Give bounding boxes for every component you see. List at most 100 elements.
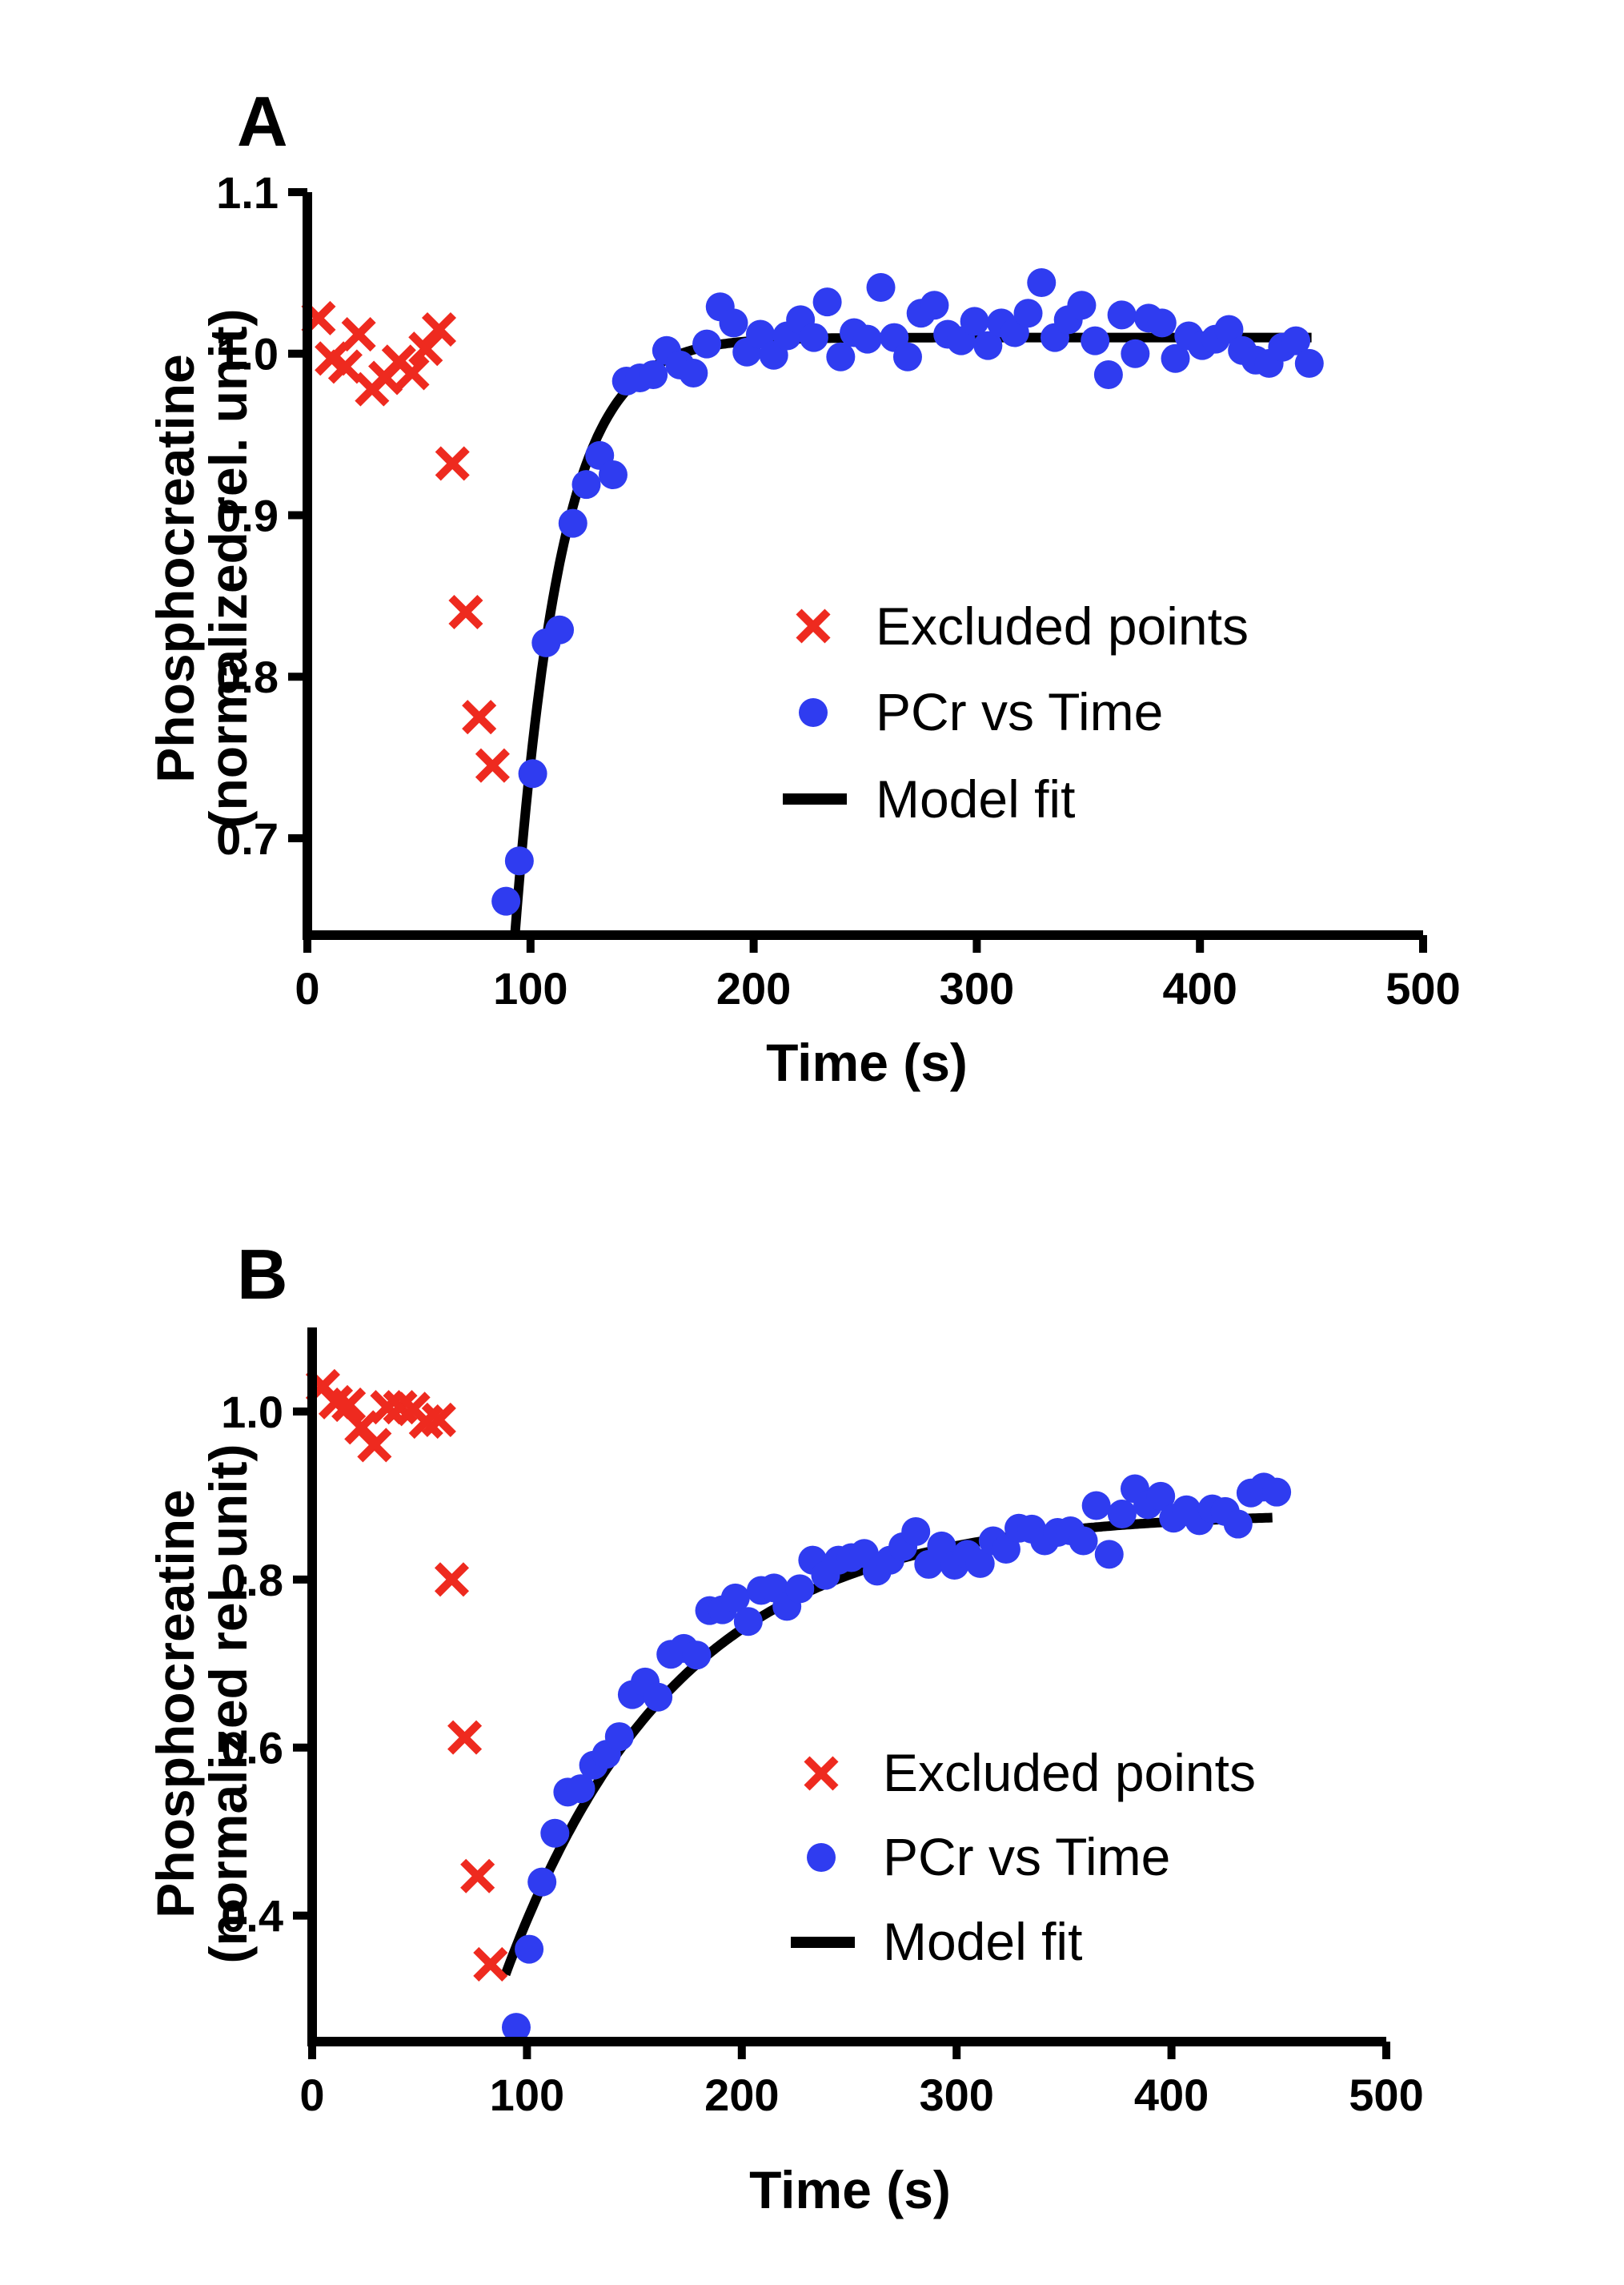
pcr-point bbox=[501, 2013, 531, 2042]
pcr-point bbox=[1094, 1540, 1124, 1569]
excluded-point bbox=[462, 700, 497, 735]
x-tick-label: 400 bbox=[1162, 963, 1237, 1014]
pcr-point bbox=[892, 342, 922, 371]
excluded-point bbox=[447, 1720, 483, 1755]
pcr-point bbox=[1147, 308, 1177, 338]
pcr-point bbox=[566, 1774, 595, 1804]
pcr-point bbox=[965, 1548, 995, 1578]
y-axis-title-line1-b: Phosphocreatine bbox=[146, 1489, 205, 1918]
pcr-point bbox=[545, 615, 575, 645]
x-tick-label: 200 bbox=[716, 963, 791, 1014]
pcr-point bbox=[540, 1818, 570, 1848]
pcr-point bbox=[1262, 1477, 1292, 1507]
legend-label-fit-b: Model fit bbox=[883, 1912, 1082, 1971]
legend-symbols-a bbox=[783, 608, 847, 805]
legend-label-excluded-b: Excluded points bbox=[883, 1743, 1256, 1802]
pcr-point bbox=[720, 1583, 750, 1612]
y-tick-label: 0.9 bbox=[216, 490, 279, 540]
legend-cross-icon bbox=[796, 608, 831, 644]
x-axis-title-b: Time (s) bbox=[749, 2160, 951, 2219]
panel-a: A Phosphocreatine (normalized rel. unit)… bbox=[146, 82, 1461, 1092]
excluded-point bbox=[331, 1387, 367, 1423]
pcr-point bbox=[719, 308, 748, 338]
pcr-point bbox=[1013, 299, 1043, 328]
panel-b: B Phosphocreatine (normalized rel. unit)… bbox=[146, 1235, 1424, 2219]
pcr-point bbox=[1081, 1491, 1111, 1520]
excluded-point bbox=[421, 311, 457, 347]
excluded-point bbox=[473, 1946, 508, 1982]
pcr-point bbox=[799, 323, 828, 352]
y-axis-title-line1-a: Phosphocreatine bbox=[146, 354, 205, 782]
y-axis-title-a: Phosphocreatine (normalized rel. unit) bbox=[146, 308, 258, 828]
pcr-point bbox=[1281, 326, 1311, 355]
pcr-point bbox=[644, 1682, 673, 1712]
pcr-point bbox=[973, 331, 1003, 360]
pcr-point bbox=[491, 886, 521, 916]
pcr-point bbox=[1067, 291, 1097, 320]
points-layer-b bbox=[305, 1368, 1292, 2042]
axes-b bbox=[293, 1327, 1390, 2059]
excluded-point bbox=[408, 331, 443, 367]
pcr-point bbox=[733, 1607, 763, 1636]
points-layer-a bbox=[301, 267, 1324, 916]
pcr-point bbox=[920, 291, 949, 320]
axis-ticks-a: 0 100 200 300 400 500 0.7 0.8 0.9 1.0 1.1 bbox=[216, 167, 1461, 1014]
x-tick-label: 0 bbox=[299, 2070, 324, 2120]
excluded-point bbox=[395, 355, 430, 391]
legend-a: Excluded points PCr vs Time Model fit bbox=[783, 596, 1249, 829]
pcr-point bbox=[1146, 1481, 1176, 1511]
pcr-point bbox=[1107, 1499, 1137, 1528]
pcr-point bbox=[812, 287, 842, 317]
excluded-point bbox=[448, 594, 483, 630]
y-axis-title-line2-a: (normalized rel. unit) bbox=[198, 308, 258, 828]
pcr-point bbox=[527, 1867, 557, 1897]
legend-dot-icon bbox=[807, 1843, 836, 1872]
legend-dot-icon bbox=[799, 698, 828, 727]
legend-b: Excluded points PCr vs Time Model fit bbox=[791, 1743, 1256, 1971]
pcr-point bbox=[515, 1934, 544, 1964]
excluded-point bbox=[327, 349, 363, 384]
x-tick-label: 300 bbox=[940, 963, 1014, 1014]
pcr-point bbox=[1069, 1526, 1098, 1556]
excluded-point bbox=[341, 316, 376, 352]
pcr-point bbox=[682, 1640, 712, 1670]
pcr-point bbox=[1107, 300, 1137, 330]
excluded-point bbox=[435, 446, 470, 481]
pcr-point bbox=[639, 359, 668, 389]
y-tick-label: 0.8 bbox=[221, 1555, 283, 1605]
pcr-point bbox=[866, 273, 896, 303]
pcr-point bbox=[901, 1517, 931, 1547]
pcr-point bbox=[504, 846, 534, 876]
x-axis-title-a: Time (s) bbox=[766, 1033, 968, 1092]
pcr-point bbox=[692, 329, 722, 359]
y-tick-label: 0.6 bbox=[221, 1723, 283, 1773]
x-tick-label: 400 bbox=[1134, 2070, 1209, 2120]
y-tick-label: 1.1 bbox=[216, 167, 279, 218]
legend-label-excluded-a: Excluded points bbox=[876, 596, 1249, 656]
x-tick-label: 0 bbox=[295, 963, 319, 1014]
pcr-point bbox=[558, 508, 587, 538]
pcr-point bbox=[1223, 1509, 1253, 1539]
pcr-point bbox=[1093, 359, 1123, 389]
pcr-point bbox=[960, 307, 989, 336]
pcr-point bbox=[679, 358, 708, 388]
pcr-point bbox=[745, 319, 775, 349]
legend-cross-icon bbox=[804, 1756, 839, 1791]
legend-label-pcr-b: PCr vs Time bbox=[883, 1827, 1170, 1886]
x-tick-label: 500 bbox=[1385, 963, 1460, 1014]
pcr-point bbox=[785, 1574, 815, 1604]
excluded-point bbox=[434, 1562, 469, 1597]
axes-a bbox=[288, 188, 1427, 953]
x-tick-label: 500 bbox=[1349, 2070, 1423, 2120]
legend-label-pcr-a: PCr vs Time bbox=[876, 682, 1163, 741]
axis-ticks-b: 0 100 200 300 400 500 0.4 0.6 0.8 1.0 bbox=[221, 1387, 1424, 2120]
pcr-point bbox=[1027, 267, 1057, 297]
y-tick-label: 1.0 bbox=[216, 329, 279, 379]
x-tick-label: 200 bbox=[704, 2070, 779, 2120]
panel-label-b: B bbox=[237, 1235, 288, 1314]
pcr-point bbox=[991, 1535, 1021, 1564]
y-axis-title-line2-b: (normalized rel. unit) bbox=[198, 1444, 258, 1963]
pcr-point bbox=[852, 324, 882, 354]
pcr-point bbox=[1294, 348, 1324, 378]
